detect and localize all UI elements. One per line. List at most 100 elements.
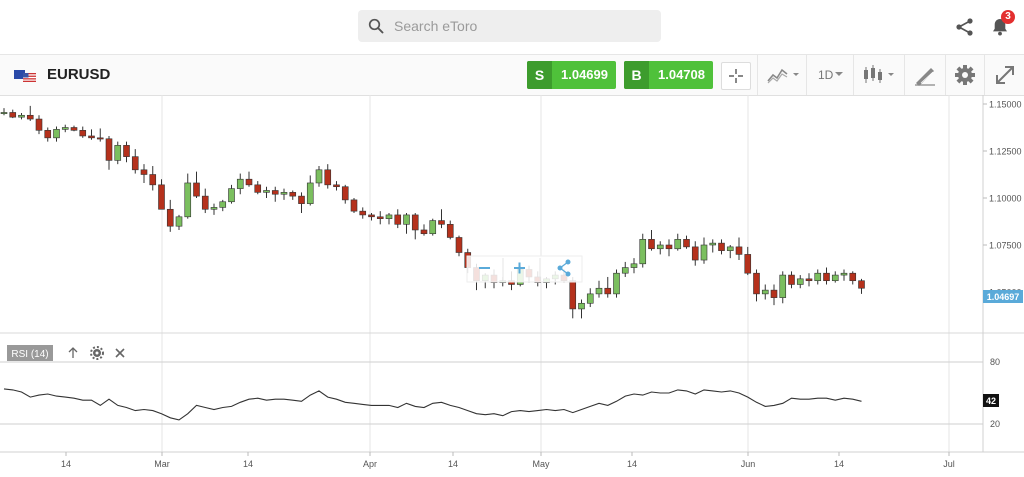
candle bbox=[350, 198, 358, 214]
chart-toolbar: EURUSD S 1.04699 B 1.04708 1D bbox=[0, 54, 1024, 96]
candle bbox=[254, 181, 262, 195]
search-box[interactable] bbox=[358, 10, 661, 42]
candle bbox=[656, 241, 664, 255]
candle bbox=[236, 173, 244, 195]
candle bbox=[735, 237, 743, 261]
search-input[interactable] bbox=[394, 10, 644, 42]
buy-button[interactable]: B 1.04708 bbox=[624, 61, 713, 89]
crosshair-icon bbox=[729, 69, 743, 83]
rsi-value: 42 bbox=[986, 396, 996, 406]
candle bbox=[823, 267, 830, 285]
candle bbox=[639, 233, 647, 268]
time-tick-label: 14 bbox=[61, 459, 71, 469]
candle bbox=[228, 184, 235, 204]
settings-button[interactable] bbox=[945, 55, 984, 95]
candle bbox=[53, 126, 60, 142]
time-axis: 14 Mar 14 Apr 14 May 14 Jun 14 Jul bbox=[61, 452, 955, 469]
zoom-controls bbox=[466, 255, 583, 283]
price-tick-label: 1.15000 bbox=[989, 100, 1022, 110]
crosshair-button[interactable] bbox=[721, 62, 751, 90]
candle bbox=[770, 284, 778, 306]
candle bbox=[184, 173, 192, 219]
buy-price: 1.04708 bbox=[658, 67, 705, 82]
share-icon[interactable] bbox=[955, 17, 975, 37]
candle bbox=[691, 241, 699, 266]
candlestick-icon bbox=[864, 65, 894, 83]
candle bbox=[674, 233, 682, 251]
candle bbox=[429, 218, 437, 236]
candle bbox=[726, 245, 734, 259]
instrument-symbol[interactable]: EURUSD bbox=[47, 66, 111, 83]
candle bbox=[9, 109, 17, 119]
fullscreen-button[interactable] bbox=[984, 55, 1024, 95]
candle bbox=[140, 164, 148, 183]
candle bbox=[70, 125, 78, 132]
candle bbox=[595, 280, 603, 298]
candle bbox=[368, 213, 375, 221]
candle bbox=[814, 269, 822, 285]
expand-icon bbox=[996, 66, 1014, 84]
rsi-level-80: 80 bbox=[990, 357, 1000, 367]
rsi-label: RSI (14) bbox=[11, 349, 48, 360]
candle bbox=[175, 214, 183, 230]
price-tick-label: 1.07500 bbox=[989, 241, 1022, 251]
candle bbox=[280, 188, 288, 200]
rsi-line bbox=[3, 388, 862, 421]
candle bbox=[131, 149, 139, 174]
close-icon[interactable] bbox=[115, 348, 125, 358]
time-tick-label: Jun bbox=[741, 459, 756, 469]
candle bbox=[123, 141, 130, 163]
rsi-label-badge[interactable] bbox=[7, 345, 53, 361]
share-chart-icon bbox=[557, 259, 571, 277]
arrow-up-icon[interactable] bbox=[68, 347, 78, 358]
rsi-level-20: 20 bbox=[990, 419, 1000, 429]
chevron-down-icon bbox=[835, 72, 843, 76]
timeframe-label: 1D bbox=[818, 68, 834, 82]
candle bbox=[201, 188, 209, 214]
zoom-in-button[interactable] bbox=[505, 258, 533, 280]
candle bbox=[385, 213, 393, 225]
rsi-value-tag: 42 bbox=[983, 394, 999, 407]
buy-label: B bbox=[624, 61, 649, 89]
candle bbox=[604, 276, 612, 298]
candle bbox=[245, 171, 253, 187]
search-icon bbox=[368, 18, 384, 34]
candle bbox=[621, 261, 629, 277]
time-tick-label: 14 bbox=[834, 459, 844, 469]
current-price-label: 1.04697 bbox=[987, 292, 1020, 302]
candle bbox=[18, 113, 25, 120]
time-tick-label: Jul bbox=[943, 459, 955, 469]
current-price-tag: 1.04697 bbox=[983, 290, 1023, 303]
candle bbox=[44, 127, 52, 142]
candle bbox=[79, 126, 87, 138]
price-tick-label: 1.10000 bbox=[989, 194, 1022, 204]
share-chart-button[interactable] bbox=[550, 258, 578, 280]
eur-usd-flag-icon bbox=[14, 70, 36, 82]
draw-tools-button[interactable] bbox=[904, 55, 945, 95]
candle bbox=[359, 207, 367, 219]
candle bbox=[709, 239, 717, 253]
candle bbox=[446, 220, 454, 240]
sell-label: S bbox=[527, 61, 552, 89]
candle-type-dropdown[interactable] bbox=[853, 55, 904, 95]
candle bbox=[718, 239, 725, 255]
candle bbox=[271, 186, 279, 202]
rsi-settings-icon[interactable] bbox=[90, 346, 104, 360]
candle bbox=[61, 124, 69, 133]
candle bbox=[665, 239, 673, 257]
timeframe-dropdown[interactable]: 1D bbox=[806, 55, 853, 95]
candle bbox=[700, 237, 708, 264]
sell-button[interactable]: S 1.04699 bbox=[527, 61, 616, 89]
zoom-out-button[interactable] bbox=[470, 258, 498, 280]
candle bbox=[88, 129, 95, 140]
chart-type-dropdown[interactable] bbox=[757, 55, 806, 95]
time-tick-label: Apr bbox=[363, 459, 377, 469]
candle bbox=[158, 179, 165, 210]
line-chart-icon bbox=[767, 68, 799, 84]
candle bbox=[263, 186, 270, 198]
candle bbox=[210, 203, 218, 215]
sell-price: 1.04699 bbox=[561, 67, 608, 82]
candle bbox=[341, 184, 349, 204]
